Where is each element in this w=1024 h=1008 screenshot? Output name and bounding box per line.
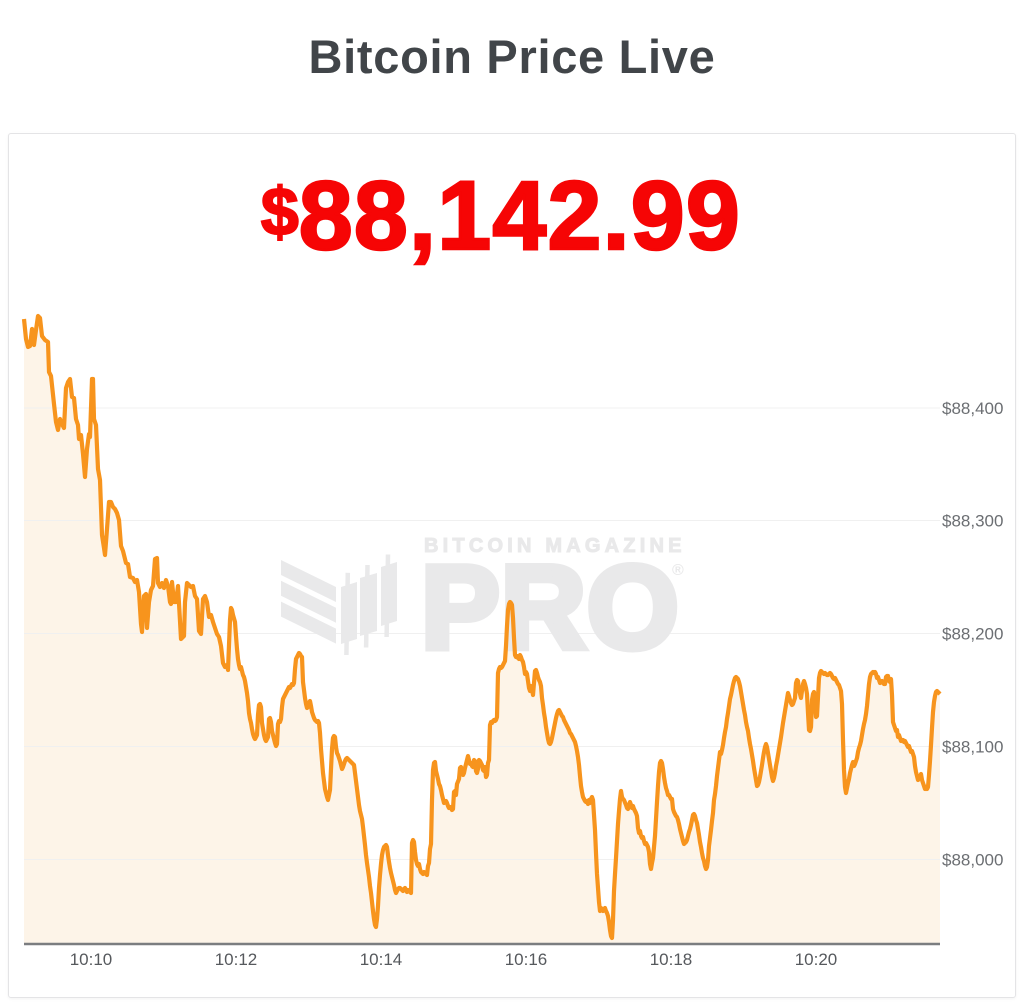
svg-text:$88,000: $88,000 [942, 851, 1003, 870]
svg-text:10:20: 10:20 [795, 950, 838, 969]
svg-text:10:12: 10:12 [215, 950, 258, 969]
svg-text:$88,200: $88,200 [942, 625, 1003, 644]
svg-text:BITCOIN MAGAZINE: BITCOIN MAGAZINE [424, 535, 686, 557]
svg-text:$88,400: $88,400 [942, 399, 1003, 418]
svg-text:10:10: 10:10 [70, 950, 113, 969]
svg-text:®: ® [672, 562, 684, 579]
svg-text:10:14: 10:14 [360, 950, 403, 969]
svg-text:PRO: PRO [421, 542, 680, 674]
svg-text:10:18: 10:18 [650, 950, 693, 969]
svg-text:10:16: 10:16 [505, 950, 548, 969]
svg-text:$88,100: $88,100 [942, 738, 1003, 757]
svg-text:$88,300: $88,300 [942, 512, 1003, 531]
